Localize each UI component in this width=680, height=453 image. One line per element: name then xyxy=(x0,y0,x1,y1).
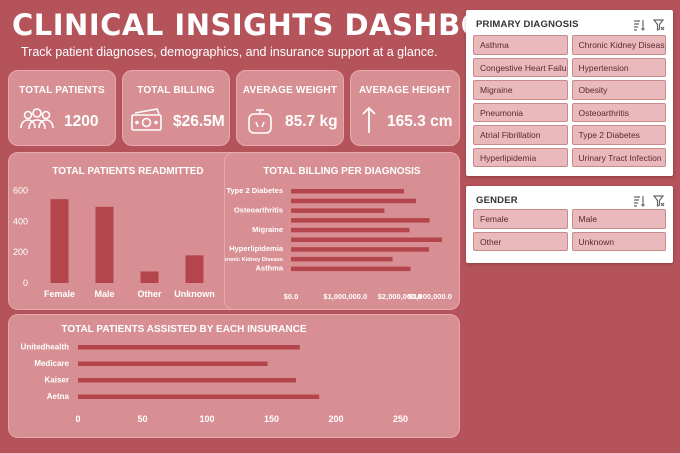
arrow-up-icon xyxy=(362,106,376,133)
cash-icon xyxy=(131,108,162,131)
y-tick-label: Type 2 Diabetes xyxy=(226,186,283,195)
clear-filter-icon[interactable] xyxy=(652,194,665,207)
kpi-card-total-billing: TOTAL BILLING $26.5M xyxy=(122,70,230,146)
bar xyxy=(185,255,204,283)
slicer-item-hypertension[interactable]: Hypertension xyxy=(571,57,666,77)
slicer-item-pneumonia[interactable]: Pneumonia xyxy=(473,102,568,122)
y-tick-label: Chronic Kidney Disease xyxy=(225,257,283,263)
bar xyxy=(291,198,416,204)
sort-icon[interactable] xyxy=(633,18,645,31)
bar xyxy=(78,361,268,366)
kpi-label: AVERAGE HEIGHT xyxy=(358,85,452,96)
slicer-item-chronic-kidney-disease[interactable]: Chronic Kidney Disease xyxy=(571,35,666,55)
kpi-label: AVERAGE WEIGHT xyxy=(242,85,338,96)
insurance-chart-card: TOTAL PATIENTS ASSISTED BY EACH INSURANC… xyxy=(8,314,460,438)
bar xyxy=(291,256,393,262)
chart-title: TOTAL BILLING PER DIAGNOSIS xyxy=(263,166,421,177)
y-tick-label: 600 xyxy=(13,186,28,196)
y-tick-label: Asthma xyxy=(255,264,283,273)
slicer-item-asthma[interactable]: Asthma xyxy=(473,35,568,55)
gender-slicer: GENDER Female Male Other Unknown xyxy=(466,186,673,263)
slicer-item-other[interactable]: Other xyxy=(473,231,568,251)
y-tick-label: Migraine xyxy=(252,225,283,234)
bar xyxy=(291,237,443,242)
primary-diagnosis-slicer: PRIMARY DIAGNOSIS Asthma Chronic Kidney D… xyxy=(466,10,673,176)
bar xyxy=(291,227,410,233)
x-tick-label: $3,000,000.0 xyxy=(408,292,452,301)
bar xyxy=(291,218,430,223)
slicer-header: PRIMARY DIAGNOSIS xyxy=(476,19,579,30)
x-tick-label: 100 xyxy=(199,414,214,424)
bar xyxy=(291,247,430,252)
kpi-card-average-height: AVERAGE HEIGHT 165.3 cm xyxy=(350,70,460,146)
page-title: CLINICAL INSIGHTS DASHBOARD xyxy=(12,8,556,42)
y-tick-label: 0 xyxy=(23,278,28,288)
bar xyxy=(95,206,114,283)
bar xyxy=(291,189,405,194)
x-tick-label: Other xyxy=(137,289,162,299)
kpi-value: 1200 xyxy=(64,113,99,130)
y-tick-label: Kaiser xyxy=(45,376,69,385)
y-tick-label: 200 xyxy=(13,247,28,257)
kpi-card-average-weight: AVERAGE WEIGHT 85.7 kg xyxy=(236,70,344,146)
kpi-value: $26.5M xyxy=(173,113,225,130)
slicer-item-male[interactable]: Male xyxy=(571,209,666,229)
bar xyxy=(50,199,69,283)
kpi-value: 85.7 kg xyxy=(285,113,338,130)
x-tick-label: $1,000,000.0 xyxy=(323,292,367,301)
x-tick-label: Female xyxy=(44,289,75,299)
y-tick-label: Unitedhealth xyxy=(21,343,70,352)
bar xyxy=(78,394,320,399)
x-tick-label: 200 xyxy=(328,414,343,424)
slicer-item-obesity[interactable]: Obesity xyxy=(571,80,666,100)
slicer-item-osteoarthritis[interactable]: Osteoarthritis xyxy=(571,102,666,122)
x-tick-label: 0 xyxy=(75,414,80,424)
y-tick-label: Aetna xyxy=(47,392,70,401)
slicer-item-migraine[interactable]: Migraine xyxy=(473,80,568,100)
x-tick-label: $2,000,000.0 xyxy=(378,292,422,301)
slicer-item-urinary-tract-infection[interactable]: Urinary Tract Infection xyxy=(571,147,666,167)
scale-icon xyxy=(248,109,272,134)
chart-title: TOTAL PATIENTS READMITTED xyxy=(52,166,204,177)
x-tick-label: Male xyxy=(94,289,114,299)
slicer-item-unknown[interactable]: Unknown xyxy=(571,231,666,251)
people-icon xyxy=(20,108,54,130)
kpi-label: TOTAL BILLING xyxy=(137,85,215,96)
slicer-item-congestive-heart-failure[interactable]: Congestive Heart Failure xyxy=(473,57,568,77)
bar xyxy=(291,266,411,272)
bar xyxy=(78,378,297,383)
x-tick-label: Unknown xyxy=(174,289,215,299)
sort-icon[interactable] xyxy=(633,194,645,207)
x-tick-label: 150 xyxy=(264,414,279,424)
x-tick-label: 250 xyxy=(393,414,408,424)
slicer-item-hyperlipidemia[interactable]: Hyperlipidemia xyxy=(473,147,568,167)
kpi-value: 165.3 cm xyxy=(387,113,453,130)
clear-filter-icon[interactable] xyxy=(652,18,665,31)
slicer-header: GENDER xyxy=(476,195,518,206)
y-tick-label: 400 xyxy=(13,216,28,226)
bar xyxy=(140,271,159,283)
billing-chart-card: TOTAL BILLING PER DIAGNOSIS Type 2 Diabe… xyxy=(224,152,460,310)
readmitted-chart-card: TOTAL PATIENTS READMITTED 0 200 400 600 Fema… xyxy=(8,152,248,310)
kpi-label: TOTAL PATIENTS xyxy=(19,85,105,96)
slicer-item-female[interactable]: Female xyxy=(473,209,568,229)
chart-title: TOTAL PATIENTS ASSISTED BY EACH INSURANC… xyxy=(61,324,307,335)
x-tick-label: $0.0 xyxy=(284,292,299,301)
y-tick-label: Medicare xyxy=(34,359,69,368)
slicer-item-type-2-diabetes[interactable]: Type 2 Diabetes xyxy=(571,125,666,145)
bar xyxy=(291,208,385,213)
x-tick-label: 50 xyxy=(137,414,147,424)
bar xyxy=(78,345,300,350)
y-tick-label: Osteoarthritis xyxy=(234,205,283,214)
kpi-card-total-patients: TOTAL PATIENTS 1200 xyxy=(8,70,116,146)
slicer-item-atrial-fibrillation[interactable]: Atrial Fibrillation xyxy=(473,125,568,145)
y-tick-label: Hyperlipidemia xyxy=(229,244,284,253)
insurance-bar-chart: Unitedhealth Medicare Kaiser Aetna 0 50 100 150… xyxy=(21,343,408,425)
page-subtitle: Track patient diagnoses, demographics, a… xyxy=(21,45,438,59)
readmitted-bar-chart: 0 200 400 600 Female Male Other Unknown xyxy=(13,186,215,299)
billing-bar-chart: Type 2 Diabetes Osteoarthritis Migraine Hyp… xyxy=(225,186,452,301)
